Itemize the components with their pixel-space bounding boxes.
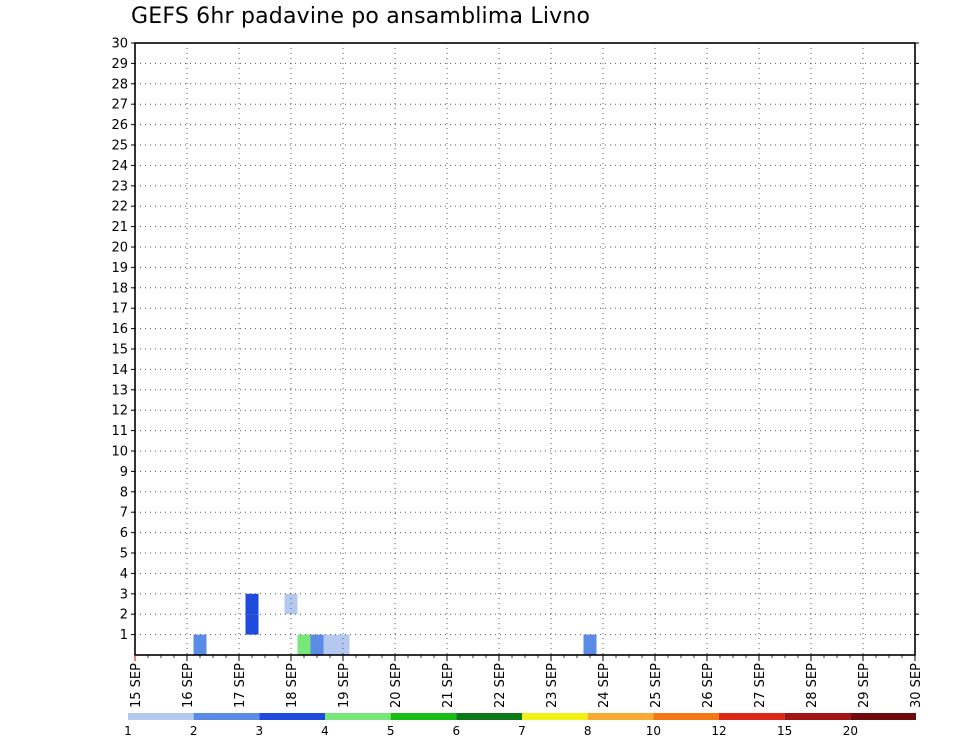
x-tick-label: 20 SEP (389, 663, 404, 708)
x-tick-label: 18 SEP (285, 663, 300, 708)
colorbar-swatch (587, 713, 654, 720)
heatmap-cell (297, 634, 311, 655)
y-tick-label: 13 (111, 383, 128, 398)
x-tick-label: 19 SEP (337, 663, 352, 708)
colorbar-swatch (784, 713, 851, 720)
heatmap-cell (245, 593, 259, 615)
y-tick-label: 12 (111, 404, 128, 419)
heatmap-cell (323, 634, 337, 655)
colorbar-swatch (850, 713, 916, 720)
heatmap-cell (245, 614, 259, 635)
colorbar-swatch (325, 713, 391, 720)
colorbar-swatch (390, 713, 457, 720)
y-tick-label: 9 (120, 465, 128, 480)
y-tick-label: 11 (111, 424, 128, 439)
colorbar-label: 1 (124, 724, 132, 738)
y-tick-label: 27 (111, 98, 128, 113)
colorbar-label: 10 (646, 724, 661, 738)
colorbar-label: 5 (387, 724, 395, 738)
chart-title: GEFS 6hr padavine po ansamblima Livno (131, 4, 591, 29)
y-tick-label: 16 (111, 322, 128, 337)
gridlines (135, 42, 915, 655)
heatmap-cell (310, 634, 324, 655)
y-tick-label: 21 (111, 220, 128, 235)
x-tick-label: 17 SEP (233, 663, 248, 708)
x-tick-label: 25 SEP (649, 663, 664, 708)
y-tick-label: 23 (111, 179, 128, 194)
colorbar-label: 20 (843, 724, 858, 738)
y-tick-label: 8 (120, 485, 128, 500)
colorbar-swatch (653, 713, 719, 720)
y-tick-label: 30 (111, 37, 128, 52)
x-tick-label: 29 SEP (857, 663, 872, 708)
colorbar-swatch (719, 713, 785, 720)
y-tick-label: 10 (111, 445, 128, 460)
colorbar-swatch (128, 713, 194, 720)
heatmap-cell (193, 634, 207, 655)
x-tick-label: 23 SEP (545, 663, 560, 708)
y-axis-ticks: 1234567891011121314151617181920212223242… (111, 37, 919, 643)
y-tick-label: 20 (111, 241, 128, 256)
x-axis-ticks: 15 SEP 16 SEP 17 SEP 18 SEP 19 SEP 20 SEP 21 S… (129, 655, 924, 708)
y-tick-label: 19 (111, 261, 128, 276)
colorbar-label: 4 (321, 724, 329, 738)
y-tick-label: 22 (111, 200, 128, 215)
x-tick-label: 15 SEP (129, 663, 144, 708)
x-tick-label: 26 SEP (701, 663, 716, 708)
y-tick-label: 17 (111, 302, 128, 317)
colorbar-label: 7 (518, 724, 526, 738)
x-tick-label: 30 SEP (909, 663, 924, 708)
y-tick-label: 6 (120, 526, 128, 541)
y-tick-label: 15 (111, 343, 128, 358)
y-tick-label: 7 (120, 506, 128, 521)
y-tick-label: 14 (111, 363, 128, 378)
colorbar-label: 3 (256, 724, 264, 738)
y-tick-label: 1 (120, 628, 128, 643)
x-tick-label: 27 SEP (753, 663, 768, 708)
colorbar-swatch (259, 713, 325, 720)
cells-layer (193, 593, 597, 655)
colorbar-swatch (456, 713, 522, 720)
y-tick-label: 5 (120, 547, 128, 562)
y-tick-label: 4 (120, 567, 128, 582)
colorbar-label: 8 (584, 724, 592, 738)
heatmap-cell (583, 634, 597, 655)
colorbar: 1 2 3 4 5 6 7 8 10 12 15 20 (124, 713, 916, 738)
y-tick-label: 3 (120, 587, 128, 602)
y-tick-label: 18 (111, 281, 128, 296)
x-tick-label: 28 SEP (805, 663, 820, 708)
colorbar-label: 12 (711, 724, 726, 738)
colorbar-swatch (522, 713, 588, 720)
x-tick-label: 24 SEP (597, 663, 612, 708)
y-tick-label: 24 (111, 159, 128, 174)
colorbar-label: 15 (777, 724, 792, 738)
x-tick-label: 21 SEP (441, 663, 456, 708)
y-tick-label: 25 (111, 139, 128, 154)
y-tick-label: 26 (111, 118, 128, 133)
colorbar-label: 6 (453, 724, 461, 738)
colorbar-label: 2 (190, 724, 198, 738)
y-tick-label: 28 (111, 77, 128, 92)
heatmap-cell (336, 634, 350, 655)
y-tick-label: 29 (111, 57, 128, 72)
x-tick-label: 16 SEP (181, 663, 196, 708)
colorbar-swatch (193, 713, 260, 720)
x-tick-label: 22 SEP (493, 663, 508, 708)
y-tick-label: 2 (120, 608, 128, 623)
